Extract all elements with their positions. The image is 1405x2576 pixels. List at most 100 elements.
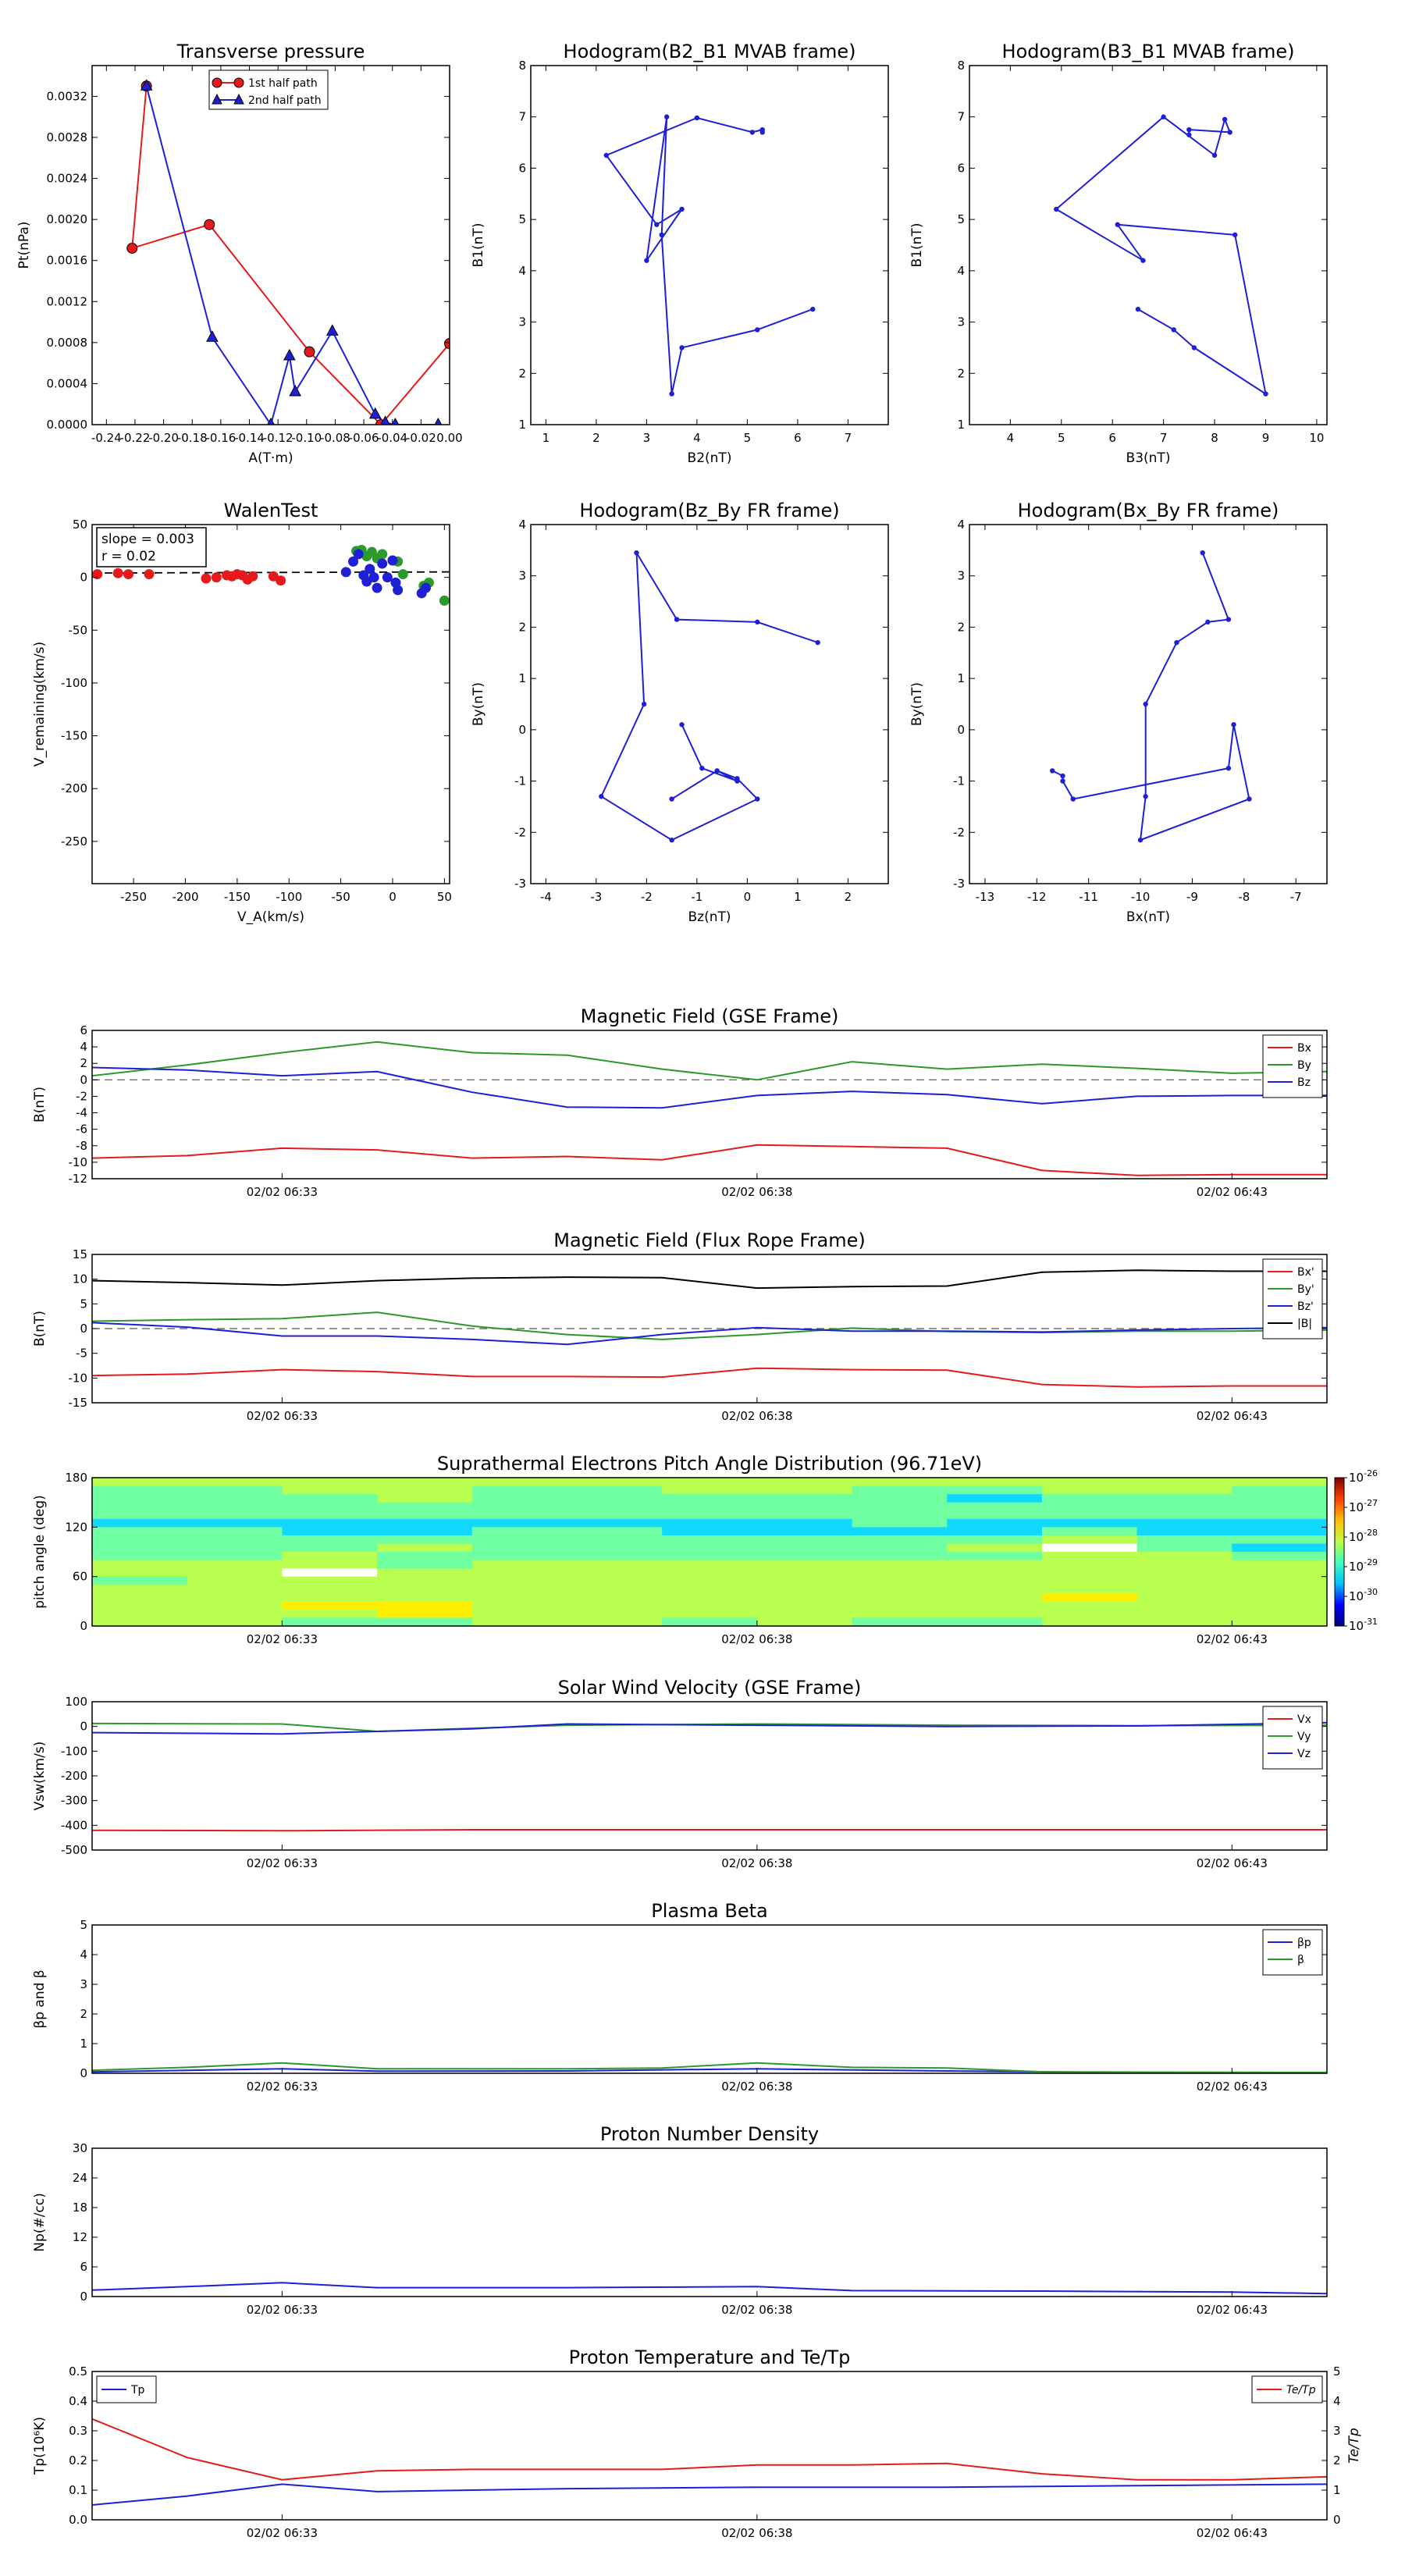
- heatmap-cell: [92, 1552, 188, 1561]
- x-tick-label: -12: [1027, 890, 1047, 904]
- y-tick-label: 0: [80, 1619, 87, 1633]
- x-tick-label: -0.10: [291, 431, 322, 445]
- y-tick-label: 0.3: [69, 2424, 87, 2438]
- heatmap-cell: [1232, 1552, 1327, 1561]
- heatmap-cell: [1041, 1568, 1138, 1578]
- data-point: [1205, 619, 1211, 625]
- series-line-0: [1051, 552, 1250, 841]
- plot-area: [92, 544, 450, 606]
- heatmap-cell: [282, 1585, 378, 1594]
- heatmap-cell: [1041, 1478, 1138, 1487]
- panel-pad: Suprathermal Electrons Pitch Angle Distr…: [32, 1453, 1378, 1646]
- y-tick-label: 5: [80, 1297, 87, 1311]
- x-tick-label: 02/02 06:38: [721, 2303, 792, 2317]
- data-point: [206, 330, 219, 342]
- y-tick-label: -150: [61, 729, 87, 743]
- y-right-tick-label: 4: [1333, 2394, 1341, 2408]
- heatmap-cell: [187, 1601, 283, 1610]
- heatmap-cell: [1136, 1568, 1232, 1578]
- heatmap-cell: [852, 1543, 948, 1553]
- heatmap-cell: [1136, 1510, 1232, 1520]
- heatmap-cell: [282, 1543, 378, 1553]
- x-tick-label: -3: [590, 890, 602, 904]
- y-tick-label: 3: [518, 569, 526, 583]
- y-tick-label: 0.0016: [47, 254, 88, 268]
- x-tick-label: 6: [1108, 431, 1116, 445]
- chart-title: Transverse pressure: [176, 41, 365, 62]
- heatmap-cell: [471, 1478, 567, 1487]
- heatmap-cell: [377, 1585, 473, 1594]
- heatmap-cell: [377, 1502, 473, 1511]
- heatmap-cell: [947, 1552, 1043, 1561]
- y-tick-label: 4: [518, 518, 526, 532]
- heatmap-cell: [756, 1617, 853, 1626]
- data-point: [1137, 837, 1144, 843]
- x-tick-label: 0.00: [436, 431, 462, 445]
- y-tick-label: 4: [957, 518, 965, 532]
- legend-marker: [212, 93, 222, 105]
- heatmap-cell: [852, 1518, 948, 1528]
- y-tick-label: 0.0000: [47, 418, 88, 432]
- legend-box: [1262, 1929, 1323, 1976]
- colorbar-exponent: -31: [1364, 1617, 1378, 1627]
- panel-bgse: Magnetic Field (GSE Frame) -12 -10 -8 -6 -4 -2…: [32, 1005, 1328, 1199]
- data-point: [679, 345, 685, 350]
- x-tick-label: 02/02 06:33: [247, 1409, 318, 1423]
- heatmap-cell: [662, 1543, 758, 1553]
- data-point: [1060, 778, 1065, 784]
- heatmap-cell: [377, 1609, 473, 1618]
- heatmap-cell: [187, 1535, 283, 1544]
- plot-area: [92, 1269, 1327, 1388]
- plot-area: [1050, 550, 1252, 843]
- series-line-2nd half path: [145, 86, 439, 425]
- y-axis-label: V_remaining(km/s): [32, 642, 48, 767]
- heatmap-cell: [377, 1535, 473, 1544]
- heatmap-cell: [567, 1609, 663, 1618]
- x-axis-label: B2(nT): [688, 450, 732, 466]
- y-tick-label: -400: [61, 1818, 87, 1832]
- heatmap-cell: [187, 1485, 283, 1495]
- y-tick-label: 10: [73, 1272, 87, 1286]
- heatmap-cell: [377, 1478, 473, 1487]
- y-tick-label: 30: [73, 2141, 87, 2155]
- panel-tp: Transverse pressure 0.0000 0.0004 0.0008 0.0…: [16, 41, 463, 466]
- heatmap-cell: [1136, 1609, 1232, 1618]
- scatter-point: [353, 549, 364, 560]
- heatmap-cell: [662, 1502, 758, 1511]
- y-tick-label: 8: [518, 59, 526, 73]
- x-tick-label: 02/02 06:38: [721, 1185, 792, 1199]
- heatmap-cell: [852, 1527, 948, 1536]
- data-point: [759, 126, 765, 133]
- x-tick-label: 02/02 06:43: [1197, 1409, 1268, 1423]
- legend-label: 2nd half path: [248, 94, 322, 107]
- heatmap-cell: [947, 1527, 1043, 1536]
- heatmap-cell: [947, 1568, 1043, 1578]
- y-tick-label: 0.2: [69, 2453, 87, 2467]
- chart-title: Magnetic Field (GSE Frame): [581, 1005, 839, 1027]
- x-tick-label: 02/02 06:33: [247, 1185, 318, 1199]
- y-tick-label: -15: [69, 1396, 88, 1410]
- plot-area: [603, 114, 816, 397]
- data-point: [1247, 796, 1252, 802]
- x-tick-label: -0.18: [177, 431, 208, 445]
- heatmap-cell: [852, 1585, 948, 1594]
- x-axis-label: Bz(nT): [688, 909, 731, 925]
- data-point: [659, 232, 664, 238]
- y-tick-label: 1: [957, 418, 965, 432]
- y-tick-label: 0.0004: [47, 376, 88, 390]
- y-axis-label: Vsw(km/s): [32, 1742, 48, 1811]
- heatmap-cell: [1041, 1560, 1138, 1569]
- heatmap-cell: [187, 1552, 283, 1561]
- data-point: [669, 796, 674, 802]
- colorbar-exponent: -27: [1364, 1498, 1378, 1508]
- series-line-Vx: [92, 1829, 1327, 1832]
- y-tick-label: -100: [61, 676, 87, 690]
- series-line-0: [605, 116, 813, 394]
- heatmap-cell: [471, 1552, 567, 1561]
- y-axis-label: B(nT): [32, 1311, 48, 1347]
- scatter-point: [365, 564, 375, 575]
- heatmap-cell: [1041, 1518, 1138, 1528]
- heatmap-cell: [471, 1560, 567, 1569]
- y-tick-label: 0: [80, 1073, 87, 1087]
- y-tick-label: 100: [65, 1695, 87, 1709]
